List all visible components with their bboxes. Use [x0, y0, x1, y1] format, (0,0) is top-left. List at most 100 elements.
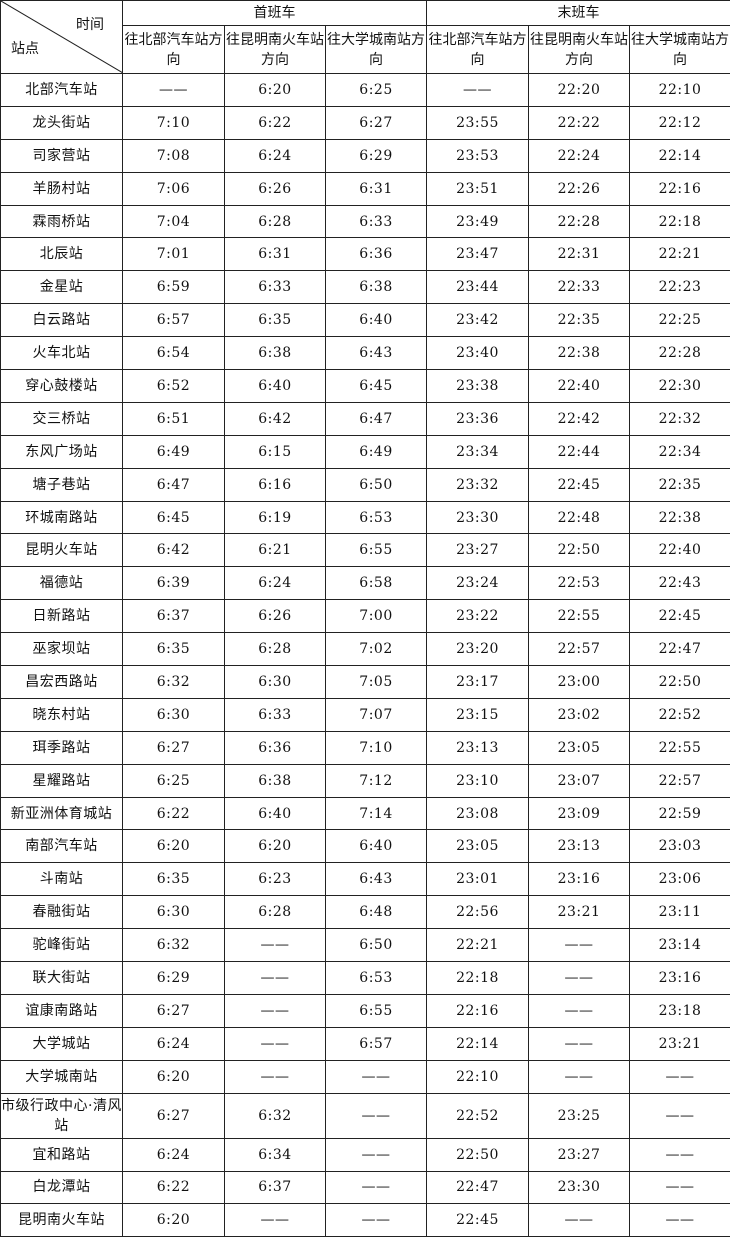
- time-cell: 23:49: [426, 204, 530, 239]
- corner-header: 时间 站点: [0, 0, 123, 74]
- table-row: 龙头街站 7:10 6:22 6:27 23:55 22:22 22:12: [0, 105, 730, 140]
- time-cell: 22:18: [629, 204, 730, 239]
- time-cell: 23:38: [426, 369, 530, 403]
- time-cell: 6:25: [122, 763, 225, 798]
- time-cell: 22:48: [528, 500, 631, 535]
- station-name: 火车北站: [0, 336, 123, 371]
- time-cell: 22:31: [528, 237, 631, 272]
- time-cell: 6:16: [224, 467, 326, 502]
- direction-header: 往昆明南火车站方向: [528, 25, 631, 74]
- time-cell: 6:22: [122, 796, 225, 831]
- station-name: 市级行政中心·清风站: [0, 1092, 123, 1139]
- station-name: 谊康南路站: [0, 993, 123, 1028]
- time-cell: 22:28: [629, 336, 730, 371]
- station-name: 联大街站: [0, 961, 123, 995]
- time-cell: 7:12: [324, 763, 428, 798]
- time-cell: 6:20: [122, 829, 225, 864]
- time-cell: 23:01: [426, 862, 530, 897]
- time-cell: 23:40: [426, 336, 530, 371]
- time-cell: 6:53: [324, 500, 428, 535]
- time-cell: 6:40: [224, 369, 326, 403]
- time-cell: ——: [324, 1170, 428, 1205]
- station-name: 大学城站: [0, 1026, 123, 1061]
- table-row: 火车北站 6:54 6:38 6:43 23:40 22:38 22:28: [0, 336, 730, 371]
- time-cell: 23:24: [426, 566, 530, 601]
- time-cell: 22:57: [528, 632, 631, 667]
- station-name: 东风广场站: [0, 434, 123, 469]
- table-row: 昆明火车站 6:42 6:21 6:55 23:27 22:50 22:40: [0, 533, 730, 568]
- time-cell: 6:20: [224, 829, 326, 864]
- station-name: 昆明南火车站: [0, 1203, 123, 1238]
- time-cell: 6:40: [324, 303, 428, 338]
- time-cell: 22:35: [528, 303, 631, 338]
- time-cell: 23:09: [528, 796, 631, 831]
- time-cell: 23:47: [426, 237, 530, 272]
- station-name: 交三桥站: [0, 401, 123, 436]
- time-cell: 22:47: [426, 1170, 530, 1205]
- time-cell: 23:08: [426, 796, 530, 831]
- time-cell: 22:23: [629, 270, 730, 305]
- time-cell: 22:55: [629, 730, 730, 765]
- time-cell: 6:32: [122, 665, 225, 699]
- time-cell: 7:05: [324, 665, 428, 699]
- time-cell: 6:26: [224, 599, 326, 634]
- station-name: 昌宏西路站: [0, 665, 123, 699]
- time-cell: 6:31: [324, 171, 428, 206]
- station-name: 珥季路站: [0, 730, 123, 765]
- time-cell: 6:58: [324, 566, 428, 601]
- time-cell: 6:20: [122, 1203, 225, 1238]
- time-cell: 6:43: [324, 862, 428, 897]
- time-cell: 6:28: [224, 632, 326, 667]
- table-row: 珥季路站 6:27 6:36 7:10 23:13 23:05 22:55: [0, 730, 730, 765]
- time-cell: ——: [629, 1170, 730, 1205]
- time-cell: 6:20: [224, 73, 326, 107]
- time-cell: 6:26: [224, 171, 326, 206]
- time-cell: 22:33: [528, 270, 631, 305]
- table-row: 星耀路站 6:25 6:38 7:12 23:10 23:07 22:57: [0, 763, 730, 798]
- time-cell: 22:47: [629, 632, 730, 667]
- time-cell: 22:22: [528, 105, 631, 140]
- time-cell: ——: [528, 1059, 631, 1094]
- time-cell: ——: [324, 1092, 428, 1139]
- time-cell: 23:14: [629, 928, 730, 963]
- time-cell: 22:55: [528, 599, 631, 634]
- time-cell: 23:16: [629, 961, 730, 995]
- time-cell: 23:32: [426, 467, 530, 502]
- time-cell: 22:50: [426, 1137, 530, 1172]
- time-cell: 6:34: [224, 1137, 326, 1172]
- time-cell: 6:35: [224, 303, 326, 338]
- direction-header: 往北部汽车站方向: [426, 25, 530, 74]
- time-cell: 6:27: [324, 105, 428, 140]
- time-cell: 6:15: [224, 434, 326, 469]
- table-row: 环城南路站 6:45 6:19 6:53 23:30 22:48 22:38: [0, 500, 730, 535]
- time-cell: 6:28: [224, 204, 326, 239]
- time-cell: 6:32: [224, 1092, 326, 1139]
- time-cell: 23:34: [426, 434, 530, 469]
- station-name: 穿心鼓楼站: [0, 369, 123, 403]
- time-cell: 6:42: [224, 401, 326, 436]
- time-cell: 22:45: [528, 467, 631, 502]
- time-cell: 22:40: [528, 369, 631, 403]
- time-cell: 23:05: [528, 730, 631, 765]
- time-cell: 23:10: [426, 763, 530, 798]
- time-cell: ——: [324, 1137, 428, 1172]
- station-name: 白云路站: [0, 303, 123, 338]
- table-row: 新亚洲体育城站 6:22 6:40 7:14 23:08 23:09 22:59: [0, 796, 730, 831]
- time-cell: 6:27: [122, 1092, 225, 1139]
- time-cell: 6:45: [122, 500, 225, 535]
- time-cell: 6:23: [224, 862, 326, 897]
- time-cell: 7:01: [122, 237, 225, 272]
- time-cell: 22:52: [426, 1092, 530, 1139]
- timetable-body: 北部汽车站 —— 6:20 6:25 —— 22:20 22:10 龙头街站 7:10 6:22 6…: [0, 73, 730, 1238]
- time-cell: 6:49: [324, 434, 428, 469]
- time-cell: ——: [528, 993, 631, 1028]
- station-name: 北辰站: [0, 237, 123, 272]
- time-cell: 23:21: [629, 1026, 730, 1061]
- table-row: 白龙潭站 6:22 6:37 —— 22:47 23:30 ——: [0, 1170, 730, 1205]
- time-cell: 22:12: [629, 105, 730, 140]
- station-name: 北部汽车站: [0, 73, 123, 107]
- time-cell: 22:14: [426, 1026, 530, 1061]
- time-cell: 6:33: [224, 697, 326, 732]
- station-name: 南部汽车站: [0, 829, 123, 864]
- table-row: 白云路站 6:57 6:35 6:40 23:42 22:35 22:25: [0, 303, 730, 338]
